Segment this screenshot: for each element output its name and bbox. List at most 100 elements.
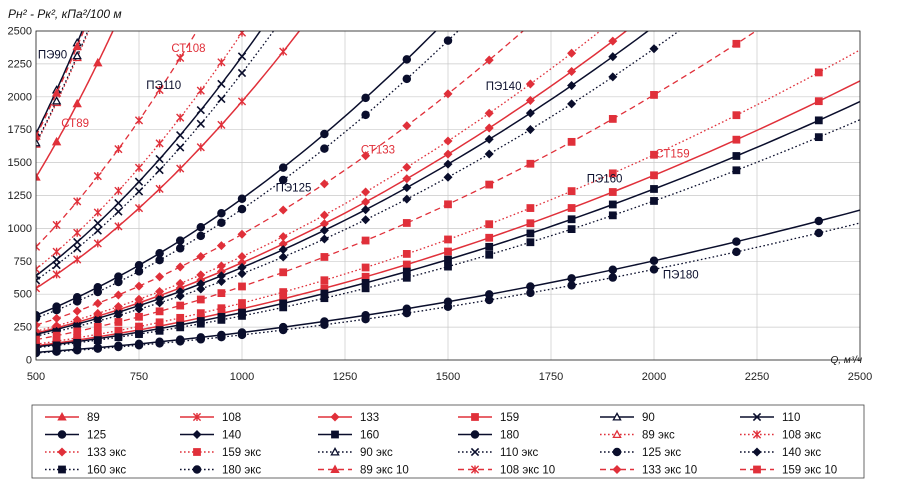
point-marker (752, 447, 762, 457)
point-marker (237, 229, 247, 239)
y-tick-label: 1750 (8, 124, 32, 136)
point-marker (444, 262, 452, 271)
point-marker (526, 288, 535, 298)
point-marker (278, 252, 288, 262)
point-marker (155, 184, 164, 193)
point-marker (567, 225, 576, 234)
point-marker (93, 322, 102, 331)
point-marker (217, 304, 226, 313)
legend-label: 159 экс 10 (782, 465, 837, 477)
legend-entry: 90 экс (318, 447, 393, 459)
legend-entry: 110 экс (458, 447, 539, 459)
point-marker (237, 269, 247, 279)
point-marker (114, 198, 123, 208)
point-marker (51, 88, 62, 97)
point-marker (93, 239, 102, 248)
series-90-экс (36, 31, 89, 147)
legend-entry: 140 (180, 430, 241, 442)
point-marker (650, 150, 658, 159)
point-marker (402, 121, 412, 131)
point-marker (73, 255, 82, 264)
point-marker (114, 186, 123, 195)
point-marker (443, 172, 453, 182)
point-marker (176, 323, 185, 332)
point-marker (361, 205, 371, 215)
axes-labels: 0 250 500 750 1000 1250 1500 1750 2000 2250 2500 50… (8, 26, 873, 384)
point-marker (752, 430, 762, 439)
point-marker (402, 250, 411, 258)
point-marker (57, 430, 67, 439)
point-marker (36, 131, 41, 140)
point-marker (320, 294, 329, 303)
point-marker (443, 89, 453, 99)
legend-label: 89 экс 10 (360, 465, 409, 477)
point-marker (196, 309, 205, 318)
point-marker (319, 234, 329, 244)
point-marker (279, 288, 288, 296)
point-marker (567, 215, 576, 224)
point-marker (36, 284, 41, 293)
series-125-экс (36, 31, 459, 323)
point-marker (73, 244, 82, 253)
curve-annotation: СТ159 (655, 148, 689, 160)
point-marker (402, 267, 411, 276)
point-marker (113, 302, 123, 312)
point-marker (237, 31, 247, 37)
point-marker (196, 319, 205, 328)
point-marker (93, 344, 103, 353)
point-marker (52, 313, 62, 323)
point-marker (134, 187, 144, 196)
point-marker (72, 297, 82, 306)
x-tick-label: 2500 (848, 371, 872, 383)
point-marker (361, 110, 370, 120)
series-line (36, 31, 90, 145)
point-marker (278, 325, 288, 335)
point-marker (279, 268, 288, 277)
point-marker (113, 290, 123, 300)
point-marker (526, 238, 535, 247)
legend-entry: 159 экс 10 (740, 465, 837, 477)
point-marker (93, 287, 103, 297)
point-marker (93, 208, 102, 217)
point-marker (175, 262, 185, 272)
point-marker (814, 68, 823, 77)
point-marker (192, 465, 202, 474)
point-marker (155, 165, 164, 175)
legend-label: 133 экс 10 (642, 465, 697, 477)
point-marker (361, 197, 371, 207)
x-tick-label: 750 (130, 371, 148, 383)
point-marker (650, 91, 658, 99)
point-marker (237, 97, 247, 106)
point-marker (72, 98, 82, 108)
legend-entry: 140 экс (740, 447, 821, 459)
point-marker (814, 116, 823, 125)
point-marker (93, 218, 102, 228)
legend-entry: 108 экс 10 (458, 465, 555, 477)
point-marker (135, 330, 143, 338)
point-marker (216, 276, 226, 286)
point-marker (402, 55, 412, 64)
point-marker (361, 284, 370, 293)
point-marker (114, 318, 123, 326)
point-marker (525, 108, 535, 118)
series-line (36, 31, 89, 144)
point-marker (196, 252, 206, 262)
y-tick-label: 2000 (8, 91, 32, 103)
y-tick-label: 1250 (8, 190, 32, 202)
point-marker (237, 204, 247, 214)
legend-label: 159 (500, 412, 519, 424)
point-marker (193, 448, 201, 456)
point-marker (114, 144, 123, 154)
point-marker (36, 242, 41, 251)
point-marker (72, 345, 82, 355)
point-marker (608, 36, 618, 46)
point-marker (155, 85, 164, 95)
series-108-экс (36, 31, 247, 274)
point-marker (196, 270, 206, 280)
legend-entry: 180 (458, 430, 519, 442)
curve-annotation: ПЭ180 (663, 269, 699, 281)
legend-entry: 110 (740, 412, 800, 424)
point-marker (279, 303, 288, 312)
series-line (36, 31, 524, 326)
legend-label: 180 экс (222, 465, 261, 477)
